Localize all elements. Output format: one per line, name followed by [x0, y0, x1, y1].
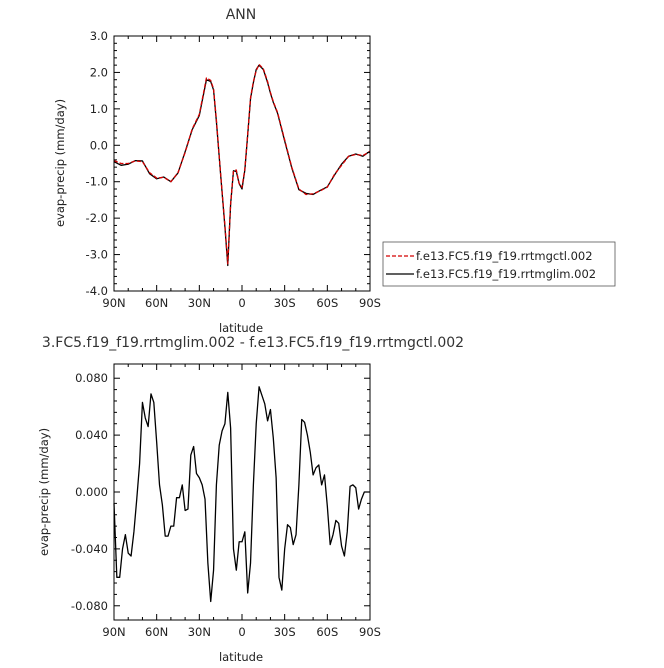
- top-y-tick-label: 1.0: [90, 102, 108, 116]
- legend: f.e13.FC5.f19_f19.rrtmgctl.002 f.e13.FC5…: [382, 241, 616, 287]
- bottom-y-tick-label: 0.040: [75, 428, 108, 442]
- top-x-axis-label: latitude: [219, 321, 263, 335]
- top-y-axis-label: evap-precip (mm/day): [53, 99, 67, 227]
- bottom-panel-title: 3.FC5.f19_f19.rrtmglim.002 - f.e13.FC5.f…: [42, 335, 464, 351]
- bottom-x-tick-label: 30S: [274, 625, 296, 639]
- top-y-tick-label: 3.0: [90, 29, 108, 43]
- top-plot-frame: [113, 35, 371, 292]
- bottom-panel: 3.FC5.f19_f19.rrtmglim.002 - f.e13.FC5.f…: [37, 335, 464, 664]
- top-y-tick-label: 2.0: [90, 65, 108, 79]
- bottom-x-tick-label: 0: [238, 625, 245, 639]
- top-y-tick-label: 0.0: [90, 138, 108, 152]
- bottom-x-axis-label: latitude: [219, 650, 263, 664]
- top-x-tick-label: 90N: [102, 296, 125, 310]
- bottom-x-tick-label: 60S: [316, 625, 338, 639]
- top-x-tick-label: 60N: [145, 296, 168, 310]
- legend-label-ctl: f.e13.FC5.f19_f19.rrtmgctl.002: [416, 249, 593, 263]
- bottom-plot-frame: [113, 363, 371, 621]
- bottom-y-tick-label: 0.080: [75, 371, 108, 385]
- top-x-tick-label: 90S: [359, 296, 381, 310]
- bottom-y-tick-label: -0.040: [71, 542, 108, 556]
- bottom-x-tick-label: 90S: [359, 625, 381, 639]
- top-panel: ANN 90N 60N 30N 0 30S 60S 90S 3.0 2.0 1.0 0.0 -1.0 -…: [53, 7, 616, 335]
- top-series-line-0: [113, 63, 371, 265]
- bottom-y-tick-label: 0.000: [75, 485, 108, 499]
- bottom-series-line-0: [113, 386, 370, 603]
- top-series-line-1: [113, 64, 371, 267]
- top-y-tick-label: -4.0: [86, 284, 108, 298]
- legend-label-lim: f.e13.FC5.f19_f19.rrtmglim.002: [416, 267, 596, 281]
- top-x-tick-label: 30S: [274, 296, 296, 310]
- top-y-tick-label: -1.0: [86, 175, 108, 189]
- legend-box: [382, 241, 616, 287]
- top-y-tick-label: -2.0: [86, 211, 108, 225]
- bottom-panel-lines: [113, 386, 370, 603]
- top-y-tick-label: -3.0: [86, 248, 108, 262]
- bottom-x-tick-label: 30N: [188, 625, 211, 639]
- top-x-tick-label: 60S: [316, 296, 338, 310]
- top-x-tick-label: 30N: [188, 296, 211, 310]
- bottom-y-axis-label: evap-precip (mm/day): [37, 428, 51, 556]
- bottom-x-tick-label: 90N: [102, 625, 125, 639]
- top-panel-lines: [113, 63, 371, 267]
- bottom-x-tick-label: 60N: [145, 625, 168, 639]
- top-panel-title: ANN: [226, 7, 257, 23]
- bottom-y-tick-label: -0.080: [71, 599, 108, 613]
- top-x-tick-label: 0: [238, 296, 245, 310]
